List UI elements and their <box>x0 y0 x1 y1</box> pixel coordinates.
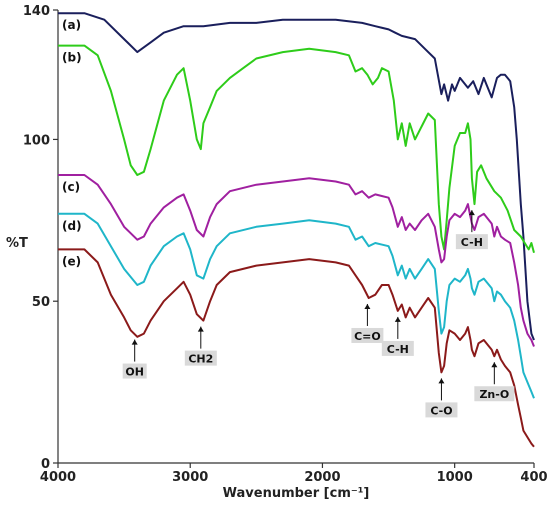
series-label: (c) <box>62 180 80 194</box>
annotation-box <box>122 363 147 379</box>
annotation-label: C-H <box>461 236 483 249</box>
annotation-arrowhead <box>394 316 401 322</box>
annotation-box <box>351 327 384 343</box>
annotation-arrowhead <box>364 303 371 309</box>
annotations: OH CH2 C=O C-H C-O Zn-O C-H <box>122 210 515 418</box>
annotation-arrowhead <box>491 362 498 368</box>
y-tick-label: 140 <box>23 4 50 19</box>
x-tick-label: 400 <box>520 470 547 485</box>
annotation-label: Zn-O <box>479 388 509 401</box>
series-line <box>58 44 535 253</box>
series-group <box>58 12 535 448</box>
series-line <box>58 174 535 347</box>
y-tick-label: 50 <box>32 295 50 310</box>
annotation-arrowhead <box>197 326 204 332</box>
x-tick-label: 2000 <box>304 470 340 485</box>
series-labels: (a) (b) (c) (d) (e) <box>62 18 82 268</box>
annotation-arrowhead <box>468 210 475 216</box>
series-label: (d) <box>62 219 82 233</box>
series-label: (b) <box>62 51 82 65</box>
annotation-label: C-H <box>387 343 409 356</box>
annotation-box <box>184 350 217 366</box>
annotation-label: OH <box>125 366 144 379</box>
series-line <box>58 248 535 448</box>
x-tick-label: 3000 <box>172 470 208 485</box>
annotation-label: C-O <box>430 404 452 417</box>
y-tick-label: 100 <box>23 133 50 148</box>
series-line <box>58 12 535 341</box>
y-ticks: 0 50 100 140 <box>23 4 58 472</box>
annotation-box <box>455 234 488 250</box>
y-tick-label: 0 <box>41 457 50 472</box>
annotation-box <box>425 402 458 418</box>
annotation-label: CH2 <box>188 353 213 366</box>
x-axis-title: Wavenumber [cm⁻¹] <box>223 486 370 501</box>
series-label: (e) <box>62 254 81 268</box>
y-axis-title: %T <box>6 236 28 251</box>
annotation-box <box>474 386 515 402</box>
annotation-label: C=O <box>354 330 381 343</box>
x-tick-label: 1000 <box>437 470 473 485</box>
x-tick-label: 4000 <box>40 470 76 485</box>
x-ticks: 4000 3000 2000 1000 400 <box>40 463 548 485</box>
annotation-box <box>381 340 414 356</box>
annotation-arrowhead <box>438 378 445 384</box>
annotation-arrowhead <box>131 339 138 345</box>
series-line <box>58 212 535 399</box>
series-label: (a) <box>62 18 81 32</box>
